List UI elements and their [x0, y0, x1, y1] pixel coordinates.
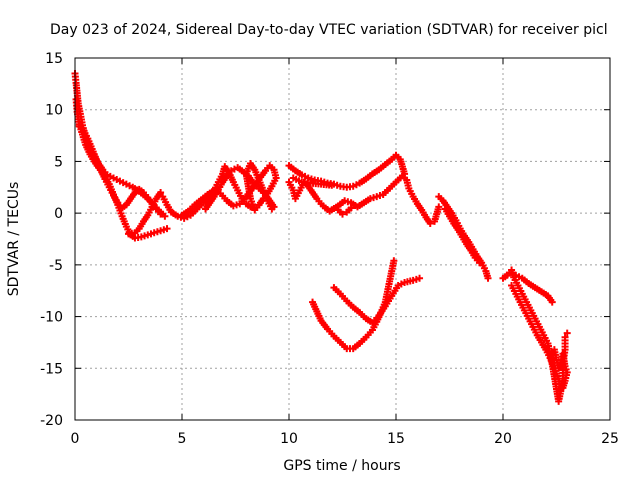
- x-tick-label: 25: [601, 431, 619, 447]
- data-point: [563, 329, 571, 337]
- series-trace-18: [548, 346, 571, 392]
- series-trace-16: [505, 269, 556, 306]
- data-point: [561, 333, 569, 341]
- plot-area: [71, 70, 571, 405]
- data-point: [157, 210, 165, 218]
- x-tick-label: 10: [280, 431, 298, 447]
- y-tick-label: 10: [45, 103, 63, 119]
- data-point: [347, 204, 355, 212]
- y-axis-ticks: -20 -15 -10 -5 0 5 10 15: [40, 51, 610, 429]
- y-tick-label: -5: [49, 258, 63, 274]
- data-point: [163, 225, 171, 233]
- y-tick-label: 15: [45, 51, 63, 67]
- data-point: [559, 384, 567, 392]
- data-point: [390, 257, 398, 265]
- x-tick-label: 15: [387, 431, 405, 447]
- x-tick-label: 0: [71, 431, 80, 447]
- data-point: [475, 259, 483, 267]
- data-point: [339, 210, 346, 218]
- series-trace-17: [508, 282, 565, 393]
- chart-title: Day 023 of 2024, Sidereal Day-to-day VTE…: [50, 22, 608, 38]
- data-point: [157, 188, 165, 196]
- x-tick-label: 5: [178, 431, 187, 447]
- series-trace-14: [441, 205, 483, 267]
- series-trace-2: [72, 95, 171, 242]
- data-point: [426, 219, 434, 227]
- y-tick-label: -20: [40, 413, 63, 429]
- data-point: [416, 274, 424, 282]
- series-trace-8: [285, 172, 443, 227]
- data-point: [270, 203, 278, 211]
- data-point: [328, 181, 336, 189]
- series-trace-4: [125, 163, 259, 238]
- grid-lines: [75, 58, 610, 420]
- data-point: [161, 212, 169, 220]
- series-trace-10: [334, 204, 355, 218]
- y-tick-label: 5: [54, 154, 63, 170]
- series-trace-9: [289, 174, 336, 189]
- series-trace-3: [75, 122, 165, 218]
- y-tick-label: 0: [54, 206, 63, 222]
- data-point: [548, 298, 556, 306]
- y-axis-label: SDTVAR / TECUs: [6, 182, 22, 297]
- x-axis-label: GPS time / hours: [283, 458, 400, 474]
- data-point: [484, 274, 492, 282]
- x-tick-label: 20: [494, 431, 512, 447]
- plot-frame: [74, 57, 611, 421]
- data-point: [435, 203, 443, 211]
- x-axis-ticks: 0 5 10 15 20 25: [71, 58, 619, 447]
- series-trace-12: [330, 274, 424, 327]
- series-trace-6: [202, 164, 278, 213]
- y-tick-label: -10: [40, 310, 63, 326]
- y-tick-label: -15: [40, 361, 63, 377]
